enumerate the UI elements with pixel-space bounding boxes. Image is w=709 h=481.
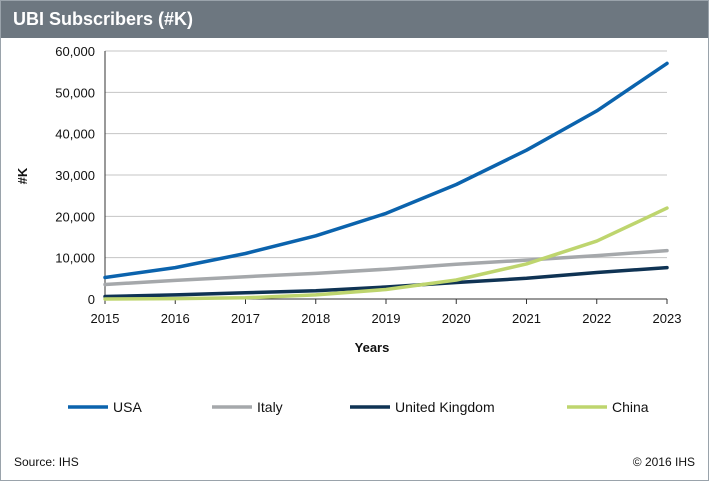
x-tick-label: 2019 <box>372 311 401 326</box>
x-tick-label: 2017 <box>231 311 260 326</box>
series-line-united-kingdom <box>103 265 669 299</box>
copyright-note: © 2016 IHS <box>632 455 695 469</box>
y-tick-label: 30,000 <box>55 168 95 183</box>
legend-label: China <box>612 399 649 415</box>
gridlines <box>104 50 667 300</box>
y-tick-label: 40,000 <box>55 127 95 142</box>
title-bar: UBI Subscribers (#K) <box>1 1 708 38</box>
legend-label: Italy <box>257 399 283 415</box>
series-line-china <box>103 206 669 301</box>
x-axis-ticks: 2015 2016 2017 2018 2019 2020 2021 2022 2023 <box>91 299 682 326</box>
x-tick-label: 2021 <box>512 311 541 326</box>
x-axis-title: Years <box>355 340 390 355</box>
legend-label: USA <box>113 399 142 415</box>
y-tick-label: 50,000 <box>55 85 95 100</box>
x-tick-label: 2020 <box>442 311 471 326</box>
x-tick-label: 2023 <box>653 311 682 326</box>
x-tick-label: 2022 <box>582 311 611 326</box>
series-line-usa <box>103 61 669 280</box>
legend-label: United Kingdom <box>395 399 495 415</box>
y-tick-label: 10,000 <box>55 251 95 266</box>
series-line-italy <box>103 248 669 287</box>
y-tick-label: 0 <box>88 292 95 307</box>
x-tick-label: 2016 <box>161 311 190 326</box>
y-axis-ticks: 0 10,000 20,000 30,000 40,000 50,000 60,000 <box>55 44 95 307</box>
y-tick-label: 20,000 <box>55 209 95 224</box>
chart-title: UBI Subscribers (#K) <box>13 9 194 29</box>
y-tick-label: 60,000 <box>55 44 95 59</box>
legend: USA Italy United Kingdom China <box>68 399 649 415</box>
x-tick-label: 2018 <box>301 311 330 326</box>
series-lines <box>103 61 669 301</box>
x-tick-label: 2015 <box>91 311 120 326</box>
y-axis-title: #K <box>15 167 30 184</box>
source-note: Source: IHS <box>14 455 79 469</box>
